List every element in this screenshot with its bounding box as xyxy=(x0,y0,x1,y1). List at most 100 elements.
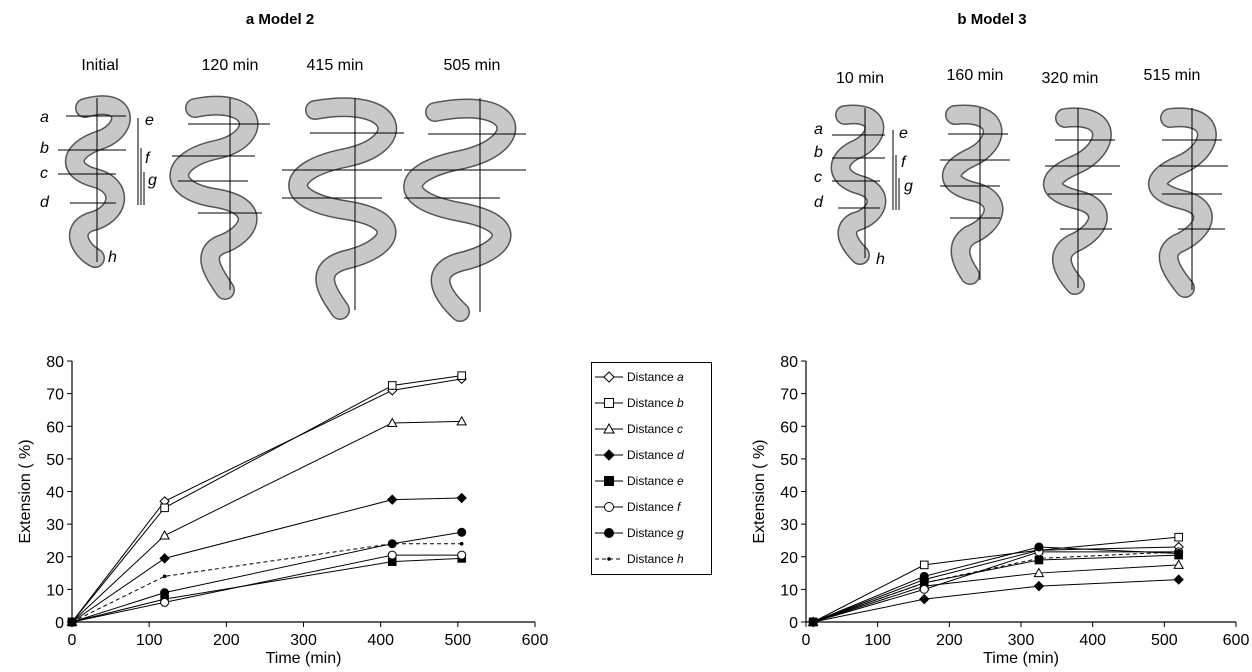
data-point xyxy=(457,550,467,560)
legend-label: Distance e xyxy=(627,474,684,488)
y-tick-label: 80 xyxy=(780,354,798,371)
series-line xyxy=(71,497,462,623)
series xyxy=(66,492,467,628)
y-tick-label: 60 xyxy=(780,419,798,436)
y-tick-label: 50 xyxy=(780,452,798,469)
series-line xyxy=(813,564,1179,623)
data-point xyxy=(386,417,398,427)
label-e: e xyxy=(899,125,908,142)
y-tick-label: 50 xyxy=(46,452,64,469)
panel-a-title: a Model 2 xyxy=(245,11,315,28)
label-b: b xyxy=(40,140,49,157)
series-line xyxy=(71,557,462,623)
model-3-320min-illustration xyxy=(1043,107,1120,295)
series xyxy=(808,550,1183,627)
model-2-initial-illustration xyxy=(58,95,145,268)
legend-label: Distance d xyxy=(627,448,684,462)
label-h: h xyxy=(876,251,885,268)
model-3-160min-illustration xyxy=(940,104,1010,285)
label-g: g xyxy=(148,172,157,189)
stage-label: Initial xyxy=(81,57,119,74)
series xyxy=(807,541,1184,628)
series-line xyxy=(813,579,1179,623)
data-point xyxy=(160,503,169,513)
data-point xyxy=(1173,574,1184,585)
series xyxy=(807,574,1184,628)
y-axis-label: Extension ( %) xyxy=(751,439,768,543)
data-point xyxy=(159,553,170,564)
legend-item: Distance d xyxy=(595,445,684,465)
label-a: a xyxy=(40,109,49,126)
x-tick-label: 200 xyxy=(936,632,963,649)
data-point xyxy=(919,584,929,594)
data-point xyxy=(70,620,74,624)
series-line xyxy=(71,378,462,623)
x-tick-label: 500 xyxy=(1151,632,1178,649)
data-point xyxy=(1174,532,1183,542)
series-line xyxy=(812,546,1179,623)
legend-marker xyxy=(595,423,623,434)
stage-label: 320 min xyxy=(1041,70,1099,87)
series-line xyxy=(812,546,1179,623)
data-point xyxy=(456,415,468,426)
data-point xyxy=(456,492,467,504)
model-3-515min-illustration xyxy=(1148,107,1228,298)
x-tick-label: 300 xyxy=(1008,632,1035,649)
series-line xyxy=(71,375,462,623)
y-axis-label: Extension ( %) xyxy=(17,439,34,543)
y-tick-label: 40 xyxy=(780,485,798,502)
data-point xyxy=(919,560,929,570)
y-tick-label: 0 xyxy=(789,615,798,632)
series-line xyxy=(71,420,462,623)
y-tick-label: 20 xyxy=(780,550,798,567)
label-f: f xyxy=(145,150,151,167)
x-tick-label: 300 xyxy=(290,632,317,649)
legend-marker xyxy=(595,502,623,512)
series xyxy=(808,547,1184,627)
data-point xyxy=(387,494,398,505)
legend-label: Distance h xyxy=(627,552,684,566)
series-line xyxy=(813,551,1179,623)
data-point xyxy=(160,588,170,598)
data-point xyxy=(922,581,927,585)
legend-item: Distance f xyxy=(595,497,680,517)
label-b: b xyxy=(814,144,823,161)
axes: 0 100 200 300 400 500 600 0 10 20 30 40 50 60 70 80 Time… xyxy=(751,354,1249,667)
legend-marker xyxy=(595,398,623,408)
x-tick-label: 500 xyxy=(444,632,471,649)
y-tick-label: 30 xyxy=(46,517,64,534)
data-point xyxy=(919,593,930,605)
legend-label: Distance b xyxy=(627,396,684,410)
data-point xyxy=(459,541,464,546)
y-tick-label: 30 xyxy=(780,517,798,534)
y-tick-label: 10 xyxy=(780,582,798,599)
data-point xyxy=(457,371,466,380)
data-point xyxy=(811,620,815,624)
legend-marker xyxy=(595,371,623,383)
label-g: g xyxy=(904,178,913,195)
series-line xyxy=(71,531,462,623)
stage-label: 515 min xyxy=(1143,67,1201,84)
series-line xyxy=(71,554,462,623)
axes: 0 100 200 300 400 500 600 0 10 20 30 40 50 60 70 80 Time… xyxy=(17,354,548,667)
chart-legend: Distance a Distance b Distance c Distanc… xyxy=(591,362,712,575)
y-tick-label: 70 xyxy=(46,387,64,404)
x-axis-label: Time (min) xyxy=(983,650,1059,667)
data-point xyxy=(1033,580,1045,592)
x-tick-label: 200 xyxy=(213,632,240,649)
x-tick-label: 0 xyxy=(68,632,77,649)
legend-item: Distance a xyxy=(595,367,684,387)
legend-label: Distance f xyxy=(627,500,681,514)
legend-item: Distance g xyxy=(595,523,684,543)
x-tick-label: 600 xyxy=(1223,632,1250,649)
series xyxy=(808,542,1184,627)
stage-label: 415 min xyxy=(306,57,364,74)
data-point xyxy=(159,530,170,540)
label-d: d xyxy=(814,194,824,211)
data-point xyxy=(162,574,167,579)
y-tick-label: 60 xyxy=(46,419,64,436)
model-illustrations: a b c d e f g h a b c d e f g h xyxy=(40,95,1228,322)
legend-item: Distance e xyxy=(595,471,684,491)
